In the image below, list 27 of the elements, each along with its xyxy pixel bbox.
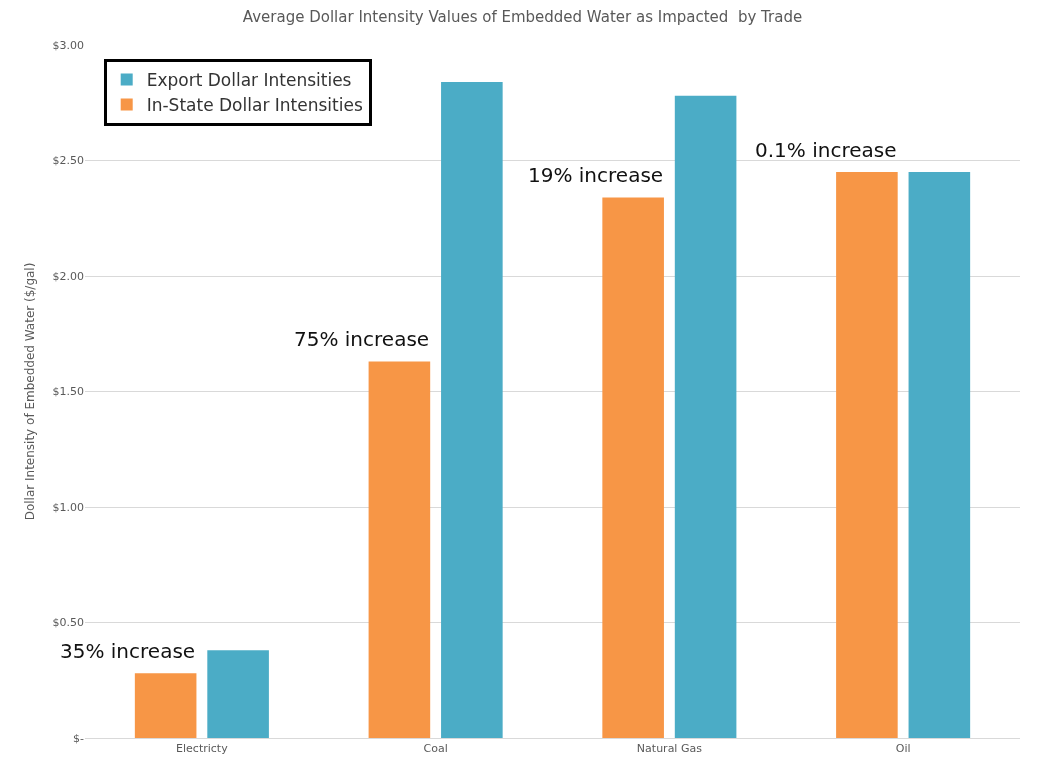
y-axis-title: Dollar Intensity of Embedded Water ($/gal) (22, 262, 37, 521)
annotation: 0.1% increase (755, 138, 897, 162)
bar (441, 81, 503, 738)
bar (674, 95, 737, 738)
y-tick-label: $1.50 (52, 385, 84, 399)
y-tick-label: $1.00 (52, 500, 84, 514)
y-tick-label: $- (73, 731, 85, 745)
bar (134, 673, 197, 738)
annotation: 19% increase (528, 163, 664, 187)
y-tick-label: $3.00 (52, 38, 84, 52)
bar (908, 172, 971, 738)
legend-label: Export Dollar Intensities (146, 70, 352, 91)
bar (602, 197, 664, 738)
y-tick-label: $2.50 (52, 154, 84, 168)
y-tick-label: $0.50 (52, 616, 84, 630)
bar (836, 172, 898, 738)
chart-title: Average Dollar Intensity Values of Embedded Water as Impacted by Trade (242, 8, 803, 27)
x-tick-label: Coal (423, 742, 448, 756)
y-tick-label: $2.00 (52, 269, 84, 283)
annotation: 75% increase (294, 327, 430, 351)
bar (207, 650, 269, 738)
annotation: 35% increase (60, 639, 196, 663)
bar (368, 361, 431, 738)
x-tick-label: Natural Gas (636, 742, 703, 756)
x-tick-label: Oil (895, 742, 911, 756)
x-tick-label: Electricty (176, 742, 229, 756)
legend-label: In-State Dollar Intensities (146, 95, 363, 116)
